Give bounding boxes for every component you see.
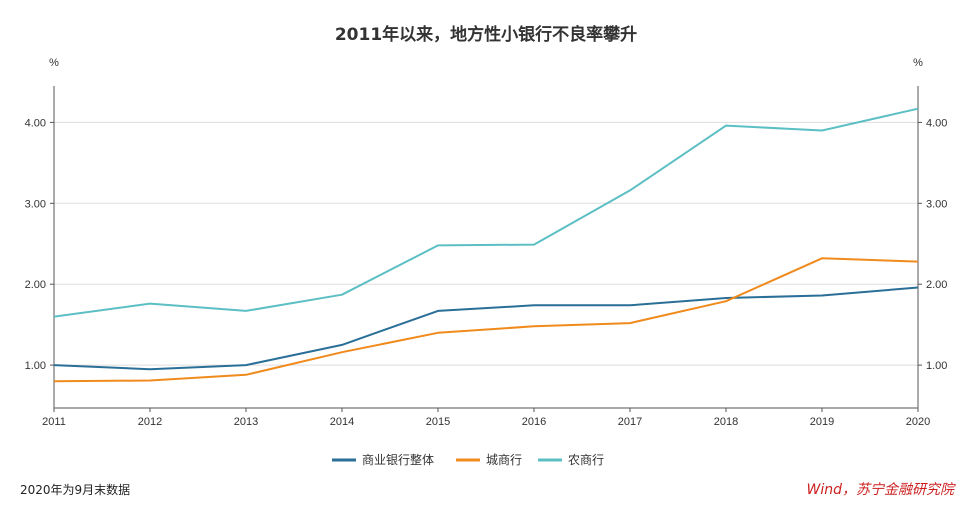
y-tick-label-right: 3.00 [926, 198, 947, 210]
y-tick-label-left: 3.00 [25, 198, 46, 210]
y-tick-label-right: 1.00 [926, 360, 947, 372]
y-axis-unit-left: % [49, 57, 59, 69]
x-tick-label: 2019 [810, 416, 834, 428]
x-tick-label: 2020 [906, 416, 930, 428]
legend-label: 农商行 [568, 452, 604, 467]
y-tick-label-right: 4.00 [926, 117, 947, 129]
series-line-2 [53, 257, 919, 383]
x-tick-label: 2015 [426, 416, 450, 428]
x-tick-label: 2017 [618, 416, 642, 428]
y-tick-label-left: 4.00 [25, 117, 46, 129]
x-tick-label: 2014 [330, 416, 354, 428]
legend-label: 商业银行整体 [362, 452, 434, 467]
tick-labels: 1.00 1.00 2.00 2.00 3.00 3.00 4.00 4.00 2011 2012… [25, 117, 948, 428]
legend-label: 城商行 [486, 452, 522, 467]
y-tick-label-right: 2.00 [926, 279, 947, 291]
y-tick-label-left: 1.00 [25, 360, 46, 372]
series-line-1 [53, 286, 919, 371]
axes [50, 86, 922, 412]
x-tick-label: 2018 [714, 416, 738, 428]
x-tick-label: 2011 [42, 416, 66, 428]
source-credit: Wind，苏宁金融研究院 [806, 482, 955, 498]
y-tick-label-left: 2.00 [25, 279, 46, 291]
legend: 商业银行整体 城商行 农商行 [332, 452, 604, 467]
footnote: 2020年为9月末数据 [20, 483, 131, 497]
series-line-3 [53, 107, 919, 318]
x-tick-label: 2013 [234, 416, 258, 428]
chart-title: 2011年以来，地方性小银行不良率攀升 [335, 24, 637, 45]
series-lines [53, 107, 919, 383]
y-axis-unit-right: % [913, 57, 923, 69]
grid-lines [54, 121, 918, 366]
x-tick-label: 2016 [522, 416, 546, 428]
x-tick-label: 2012 [138, 416, 162, 428]
